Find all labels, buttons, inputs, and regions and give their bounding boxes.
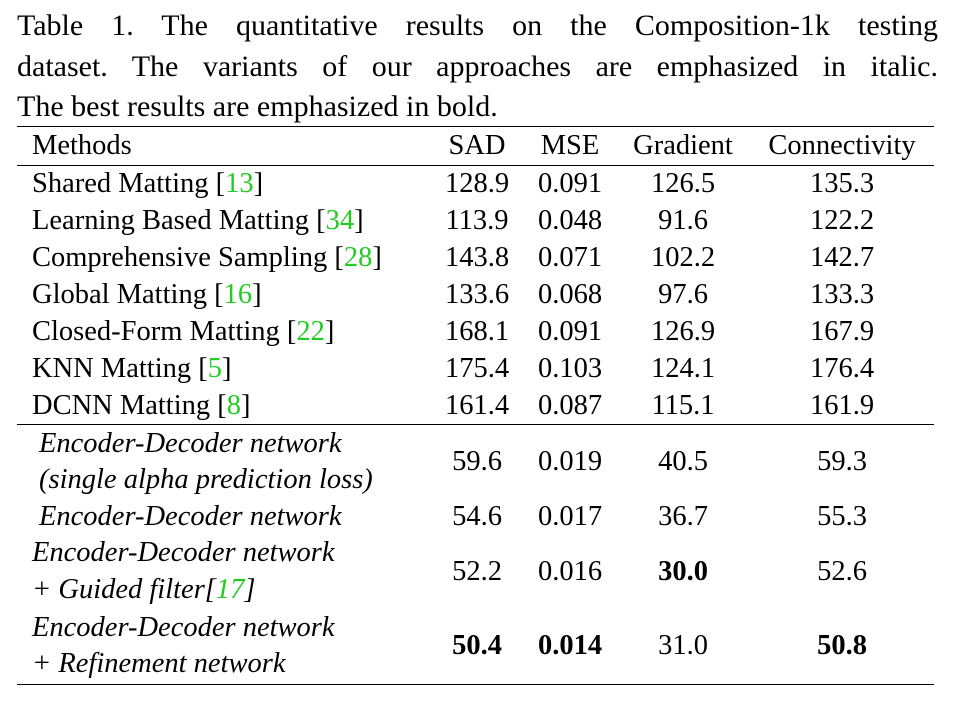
mse-value: 0.016 (537, 556, 603, 587)
table-row: Encoder-Decoder network + Refinement net… (17, 610, 934, 682)
citation-link[interactable]: 5 (207, 353, 222, 384)
sad-value: 133.6 (444, 279, 510, 310)
connectivity-value: 133.3 (809, 279, 875, 310)
variant-name-line-1: Encoder-Decoder network (32, 612, 335, 643)
table-header-row: Methods SAD MSE Gradient Connectivity (17, 126, 934, 165)
variant-name-line-2: (single alpha prediction loss) (39, 464, 373, 495)
citation-link[interactable]: 22 (296, 316, 325, 347)
caption-line-2: dataset. The variants of our approaches … (17, 49, 938, 83)
table-bottom-rule (17, 684, 934, 685)
citation-link[interactable]: 16 (223, 279, 253, 310)
method-name: DCNN Matting [8] (32, 390, 251, 421)
method-name: Comprehensive Sampling [28] (32, 242, 382, 273)
connectivity-value: 59.3 (817, 446, 867, 477)
sad-value: 128.9 (444, 168, 510, 199)
citation-link[interactable]: 8 (226, 390, 241, 421)
connectivity-value: 176.4 (809, 353, 875, 384)
sad-value: 52.2 (452, 556, 502, 587)
gradient-value: 115.1 (651, 390, 715, 421)
method-name: KNN Matting [5] (32, 353, 232, 384)
gradient-value: 124.1 (650, 353, 716, 384)
mse-value: 0.048 (537, 205, 603, 236)
variant-name-line-1: Encoder-Decoder network (32, 537, 335, 568)
connectivity-value: 122.2 (809, 205, 875, 236)
mse-value: 0.091 (537, 168, 603, 199)
connectivity-value: 142.7 (809, 242, 875, 273)
header-methods: Methods (32, 130, 132, 161)
gradient-value: 97.6 (658, 279, 708, 310)
connectivity-value: 55.3 (817, 501, 867, 532)
method-name: Closed-Form Matting [22] (32, 316, 335, 347)
table-variants-rule (17, 424, 934, 425)
table-row: DCNN Matting [8] 161.4 0.087 115.1 161.9 (17, 387, 934, 424)
gradient-value: 91.6 (658, 205, 708, 236)
sad-value: 175.4 (444, 353, 510, 384)
table-caption: Table 1. The quantitative results on the… (17, 6, 938, 128)
connectivity-value: 167.9 (809, 316, 875, 347)
sad-value: 59.6 (452, 446, 502, 477)
gradient-value: 36.7 (658, 501, 708, 532)
sad-value: 113.9 (445, 205, 509, 236)
mse-value: 0.017 (537, 501, 603, 532)
mse-value: 0.068 (537, 279, 603, 310)
table-row: Closed-Form Matting [22] 168.1 0.091 126… (17, 313, 934, 350)
table-row: Global Matting [16] 133.6 0.068 97.6 133… (17, 276, 934, 313)
citation-link[interactable]: 28 (343, 242, 373, 273)
table-row: Encoder-Decoder network + Guided filter[… (17, 535, 934, 609)
connectivity-value-best: 50.8 (817, 630, 867, 661)
gradient-value: 102.2 (650, 242, 716, 273)
header-gradient: Gradient (633, 130, 733, 161)
connectivity-value: 52.6 (817, 556, 867, 587)
sad-value: 161.4 (444, 390, 510, 421)
table-row: Encoder-Decoder network 54.6 0.017 36.7 … (17, 498, 934, 535)
citation-link[interactable]: 17 (215, 574, 245, 605)
connectivity-value: 161.9 (809, 390, 875, 421)
table-row: Encoder-Decoder network (single alpha pr… (17, 426, 934, 498)
citation-link[interactable]: 34 (325, 205, 355, 236)
mse-value: 0.071 (537, 242, 603, 273)
method-name: Learning Based Matting [34] (32, 205, 364, 236)
table-header-rule (17, 165, 934, 166)
table-top-rule (17, 126, 934, 127)
connectivity-value: 135.3 (809, 168, 875, 199)
method-name: Shared Matting [13] (32, 168, 264, 199)
table-row: Learning Based Matting [34] 113.9 0.048 … (17, 202, 934, 239)
citation-link[interactable]: 13 (225, 168, 254, 199)
caption-line-1: Table 1. The quantitative results on the… (17, 9, 938, 42)
sad-value: 54.6 (452, 501, 502, 532)
table-row: KNN Matting [5] 175.4 0.103 124.1 176.4 (17, 350, 934, 387)
mse-value: 0.019 (537, 446, 603, 477)
variant-name-line-1: Encoder-Decoder network (39, 428, 342, 459)
header-mse: MSE (540, 130, 600, 161)
header-sad: SAD (448, 130, 506, 161)
table-row: Comprehensive Sampling [28] 143.8 0.071 … (17, 239, 934, 276)
method-name: Global Matting [16] (32, 279, 262, 310)
variant-name-line-2: + Guided filter[17] (32, 574, 256, 605)
sad-value-best: 50.4 (452, 630, 502, 661)
mse-value: 0.103 (537, 353, 603, 384)
gradient-value: 126.9 (650, 316, 716, 347)
variant-name-line-2: + Refinement network (32, 648, 286, 679)
table-row: Shared Matting [13] 128.9 0.091 126.5 13… (17, 165, 934, 202)
mse-value-best: 0.014 (537, 630, 603, 661)
variant-name: Encoder-Decoder network (39, 501, 342, 532)
gradient-value: 40.5 (658, 446, 708, 477)
gradient-value: 31.0 (658, 630, 708, 661)
sad-value: 168.1 (444, 316, 510, 347)
gradient-value: 126.5 (650, 168, 716, 199)
mse-value: 0.091 (537, 316, 603, 347)
header-connectivity: Connectivity (768, 130, 916, 161)
gradient-value-best: 30.0 (658, 556, 708, 587)
mse-value: 0.087 (537, 390, 603, 421)
caption-line-3: The best results are emphasized in bold. (17, 90, 498, 123)
sad-value: 143.8 (444, 242, 510, 273)
